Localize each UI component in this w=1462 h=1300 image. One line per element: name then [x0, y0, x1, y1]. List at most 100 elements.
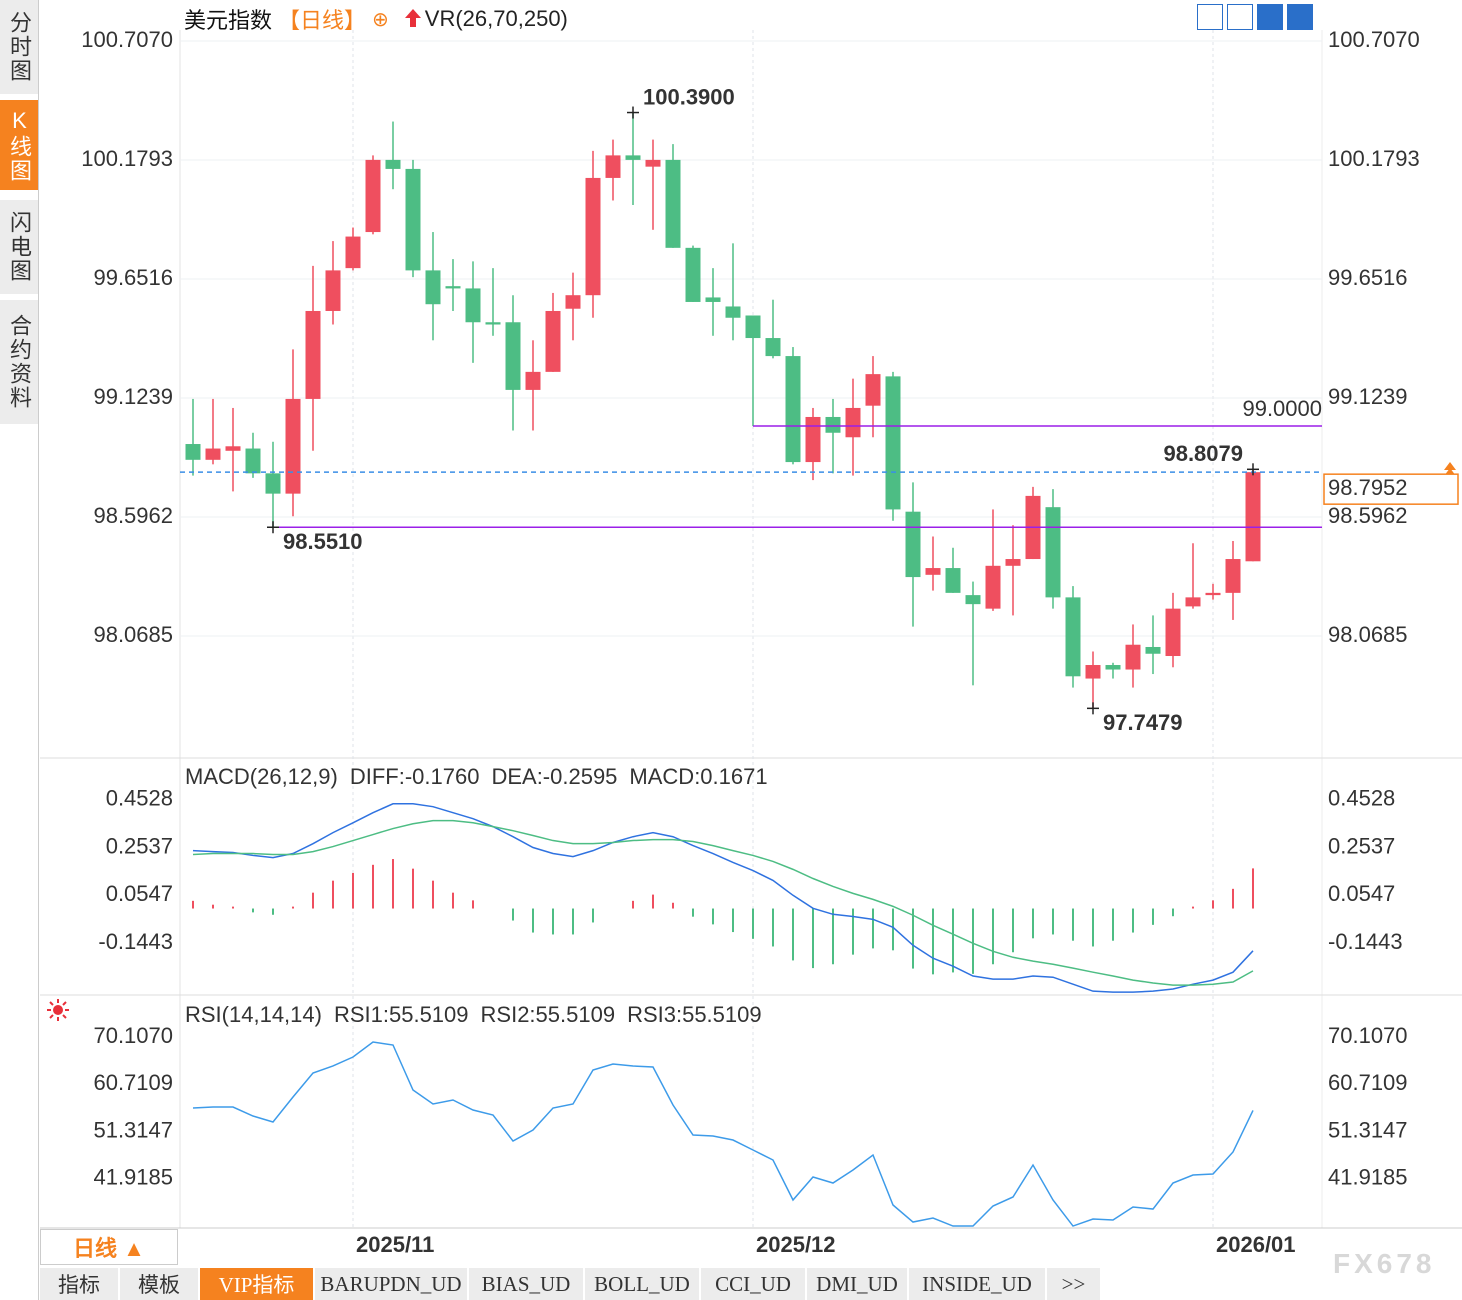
rsi-icon[interactable]	[47, 999, 69, 1021]
candle-body	[225, 446, 241, 451]
candle-body	[985, 565, 1001, 609]
toolbar	[1197, 4, 1313, 30]
candle-body	[945, 568, 961, 593]
y-tick-label-right: 100.7070	[1328, 27, 1420, 52]
bottom-tab[interactable]: BARUPDN_UD	[315, 1268, 467, 1300]
extreme-label: 98.5510	[283, 529, 363, 554]
candle-body	[705, 297, 721, 302]
extreme-label: 97.7479	[1103, 710, 1183, 735]
y-tick-label: 41.9185	[93, 1165, 173, 1190]
sidebar-tab[interactable]: K线图	[0, 100, 38, 192]
candle-body	[325, 270, 341, 311]
legend-entry: MACD:0.1671	[629, 764, 767, 789]
candle-body	[645, 159, 661, 167]
candle-body	[385, 159, 401, 169]
y-tick-label: 0.4528	[106, 786, 173, 811]
y-tick-label-right: 41.9185	[1328, 1165, 1408, 1190]
y-tick-label: 0.2537	[106, 833, 173, 858]
bottom-tab[interactable]: VIP指标	[200, 1268, 313, 1300]
y-tick-label: 70.1070	[93, 1023, 173, 1048]
tool-indicator[interactable]	[1257, 4, 1283, 30]
bottom-tab[interactable]: BIAS_UD	[469, 1268, 583, 1300]
bottom-tab[interactable]: INSIDE_UD	[909, 1268, 1045, 1300]
y-tick-label: 99.1239	[93, 384, 173, 409]
bottom-tab[interactable]: >>	[1047, 1268, 1100, 1300]
candle-body	[1225, 559, 1241, 593]
add-icon[interactable]: ⊕	[372, 8, 389, 31]
legend-entry: RSI2:55.5109	[481, 1002, 616, 1027]
y-tick-label: -0.1443	[98, 929, 173, 954]
candle-body	[565, 295, 581, 309]
candle-body	[505, 322, 521, 390]
price-tag-label: 98.7952	[1328, 475, 1408, 500]
instrument-title: 美元指数	[184, 8, 273, 33]
candle-body	[885, 376, 901, 510]
bottom-tab[interactable]: BOLL_UD	[585, 1268, 699, 1300]
candle-body	[965, 595, 981, 605]
candle-body	[185, 444, 201, 460]
sidebar-tab[interactable]: 闪电图	[0, 200, 38, 296]
candle-body	[365, 159, 381, 233]
indicator-arrow-icon	[404, 9, 421, 27]
candle-body	[585, 177, 601, 296]
candle-body	[1185, 597, 1201, 607]
x-tick-label: 2025/11	[356, 1232, 434, 1257]
candle-body	[745, 315, 761, 339]
series-line	[192, 803, 1254, 993]
candle-body	[785, 356, 801, 463]
candle-body	[245, 448, 261, 474]
bottom-tab[interactable]: DMI_UD	[807, 1268, 907, 1300]
legend-entry: DEA:-0.2595	[491, 764, 617, 789]
period-button[interactable]: 日线 ▲	[40, 1229, 178, 1265]
candle-body	[825, 416, 841, 433]
y-tick-label-right: 98.0685	[1328, 622, 1408, 647]
panel-title: MACD(26,12,9)	[185, 764, 338, 789]
extreme-label: 100.3900	[643, 84, 735, 109]
tool-draw[interactable]	[1227, 4, 1253, 30]
header: 美元指数 【日线】 ⊕ VR(26,70,250)	[184, 4, 568, 34]
tool-forward[interactable]	[1287, 4, 1313, 30]
y-tick-label: 99.6516	[93, 265, 173, 290]
sidebar-tab[interactable]: 分时图	[0, 0, 38, 96]
candle-body	[905, 511, 921, 578]
candle-body	[545, 310, 561, 372]
bottom-tab[interactable]: CCI_UD	[701, 1268, 805, 1300]
legend-entry: RSI3:55.5109	[627, 1002, 762, 1027]
candle-body	[265, 473, 281, 494]
candle-body	[1065, 597, 1081, 677]
y-tick-label: 51.3147	[93, 1117, 173, 1142]
y-tick-label: 60.7109	[93, 1070, 173, 1095]
candle-body	[845, 407, 861, 438]
x-tick-label: 2026/01	[1216, 1232, 1296, 1257]
price-tag	[1323, 473, 1459, 505]
y-tick-label-right: 99.6516	[1328, 265, 1408, 290]
candle-body	[1245, 472, 1261, 562]
bottom-tab[interactable]: 模板	[120, 1268, 198, 1300]
candle-body	[1145, 646, 1161, 654]
candle-body	[305, 310, 321, 399]
candle-body	[465, 288, 481, 323]
candle-body	[1105, 665, 1121, 670]
y-tick-label-right: 99.1239	[1328, 384, 1408, 409]
candle-body	[665, 159, 681, 248]
x-tick-label: 2025/12	[756, 1232, 836, 1257]
candle-body	[865, 374, 881, 406]
candle-body	[805, 416, 821, 463]
indicator-label: VR(26,70,250)	[424, 6, 568, 31]
period-label: 【日线】	[278, 8, 367, 33]
price-line-label: 99.0000	[1242, 396, 1322, 421]
candle-body	[1005, 559, 1021, 566]
candle-body	[625, 155, 641, 160]
tool-crosshair[interactable]	[1197, 4, 1223, 30]
chart-bg	[40, 0, 1462, 1266]
legend-entry: DIFF:-0.1760	[350, 764, 480, 789]
candle-body	[445, 286, 461, 289]
sidebar-tab[interactable]: 合约资料	[0, 300, 38, 426]
y-tick-label: 98.0685	[93, 622, 173, 647]
y-tick-label-right: 0.4528	[1328, 786, 1395, 811]
candle-body	[425, 270, 441, 305]
bottom-tab[interactable]: 指标	[40, 1268, 118, 1300]
y-tick-label-right: 98.5962	[1328, 503, 1408, 528]
watermark: FX678	[1333, 1248, 1436, 1279]
